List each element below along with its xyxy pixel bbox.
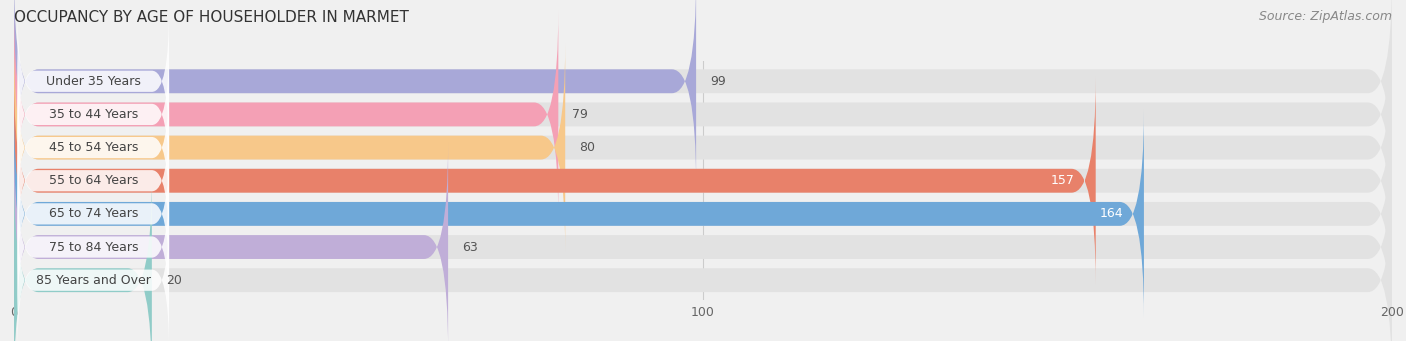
FancyBboxPatch shape — [14, 110, 1144, 318]
Text: 164: 164 — [1099, 207, 1123, 220]
FancyBboxPatch shape — [17, 208, 169, 341]
FancyBboxPatch shape — [14, 176, 152, 341]
Text: 20: 20 — [166, 274, 181, 287]
Text: 75 to 84 Years: 75 to 84 Years — [49, 240, 138, 254]
FancyBboxPatch shape — [14, 143, 1392, 341]
FancyBboxPatch shape — [17, 108, 169, 253]
FancyBboxPatch shape — [17, 75, 169, 220]
FancyBboxPatch shape — [14, 176, 1392, 341]
FancyBboxPatch shape — [17, 42, 169, 187]
Text: 85 Years and Over: 85 Years and Over — [35, 274, 150, 287]
FancyBboxPatch shape — [14, 77, 1095, 285]
FancyBboxPatch shape — [17, 9, 169, 153]
FancyBboxPatch shape — [14, 77, 1392, 285]
FancyBboxPatch shape — [14, 143, 449, 341]
FancyBboxPatch shape — [17, 142, 169, 286]
FancyBboxPatch shape — [14, 10, 1392, 219]
FancyBboxPatch shape — [14, 0, 696, 186]
Text: 65 to 74 Years: 65 to 74 Years — [49, 207, 138, 220]
Text: 45 to 54 Years: 45 to 54 Years — [49, 141, 138, 154]
FancyBboxPatch shape — [14, 110, 1392, 318]
Text: OCCUPANCY BY AGE OF HOUSEHOLDER IN MARMET: OCCUPANCY BY AGE OF HOUSEHOLDER IN MARME… — [14, 10, 409, 25]
Text: 99: 99 — [710, 75, 725, 88]
Text: 35 to 44 Years: 35 to 44 Years — [49, 108, 138, 121]
Text: 157: 157 — [1052, 174, 1076, 187]
Text: Source: ZipAtlas.com: Source: ZipAtlas.com — [1258, 10, 1392, 23]
Text: 80: 80 — [579, 141, 595, 154]
FancyBboxPatch shape — [14, 0, 1392, 186]
FancyBboxPatch shape — [17, 175, 169, 319]
FancyBboxPatch shape — [14, 10, 558, 219]
FancyBboxPatch shape — [14, 43, 565, 252]
Text: 63: 63 — [463, 240, 478, 254]
Text: 79: 79 — [572, 108, 588, 121]
Text: Under 35 Years: Under 35 Years — [46, 75, 141, 88]
Text: 55 to 64 Years: 55 to 64 Years — [49, 174, 138, 187]
FancyBboxPatch shape — [14, 43, 1392, 252]
